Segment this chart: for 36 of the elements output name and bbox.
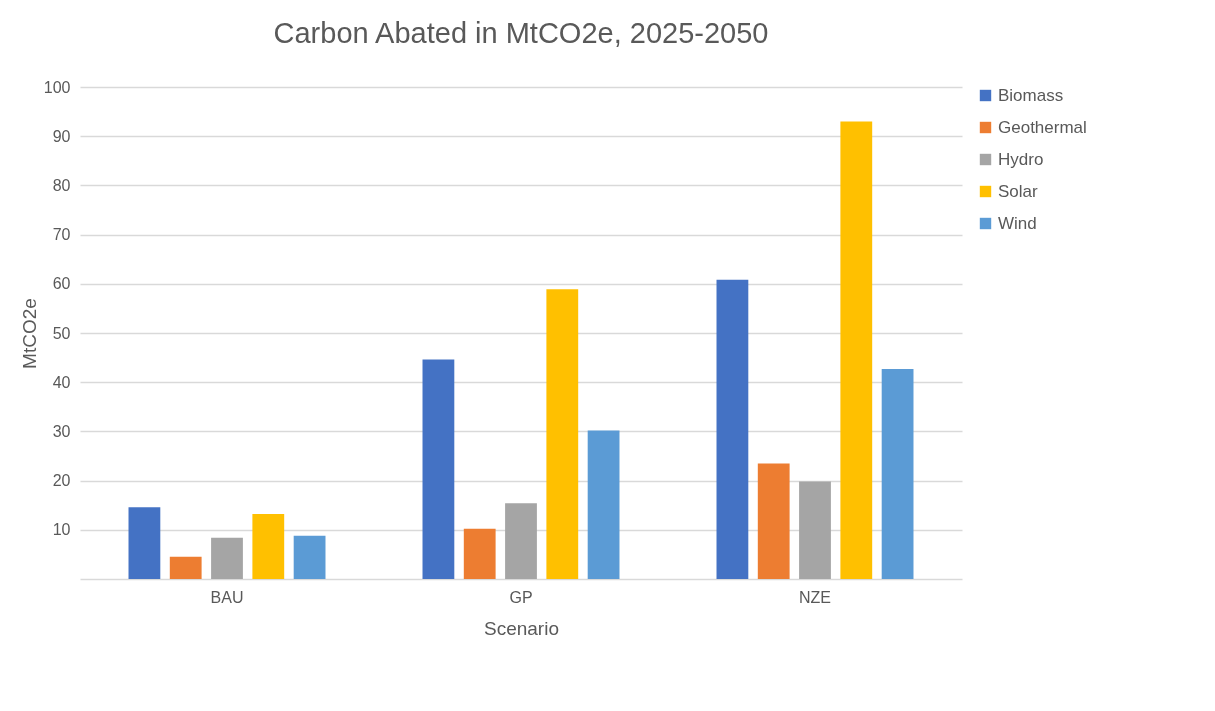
legend-label: Wind <box>998 213 1037 233</box>
y-tick-label: 10 <box>52 521 71 539</box>
legend-label: Hydro <box>998 149 1044 169</box>
y-tick-label: 70 <box>52 226 71 244</box>
bar <box>546 289 579 579</box>
bar <box>840 121 873 579</box>
bar <box>587 430 620 579</box>
bar <box>881 368 914 579</box>
y-tick-label: 40 <box>52 373 71 391</box>
y-tick-label: 90 <box>52 127 71 145</box>
x-axis-title: Scenario <box>484 617 559 639</box>
bar <box>293 535 326 579</box>
bar <box>799 481 831 579</box>
x-tick-label: BAU <box>210 588 244 606</box>
bar <box>505 503 537 579</box>
legend-label: Geothermal <box>998 117 1087 137</box>
bar <box>716 279 749 579</box>
y-axis-title: MtCO2e <box>18 298 40 369</box>
bar <box>252 514 285 579</box>
y-tick-label: 50 <box>52 324 71 342</box>
y-tick-label: 20 <box>52 472 71 490</box>
legend-label: Biomass <box>998 85 1064 105</box>
bar <box>128 507 161 579</box>
y-tick-label: 80 <box>52 176 71 194</box>
y-tick-label: 30 <box>52 422 71 440</box>
legend-label: Solar <box>998 181 1039 201</box>
chart-title: Carbon Abated in MtCO2e, 2025-2050 <box>273 17 769 49</box>
bar <box>422 359 455 579</box>
bar <box>169 556 202 579</box>
bar <box>211 537 243 579</box>
bar <box>463 528 496 579</box>
y-tick-label: 60 <box>52 275 71 293</box>
y-tick-label: 100 <box>43 78 71 96</box>
x-tick-label: GP <box>509 588 533 606</box>
bar <box>757 463 790 579</box>
x-tick-label: NZE <box>799 588 831 606</box>
